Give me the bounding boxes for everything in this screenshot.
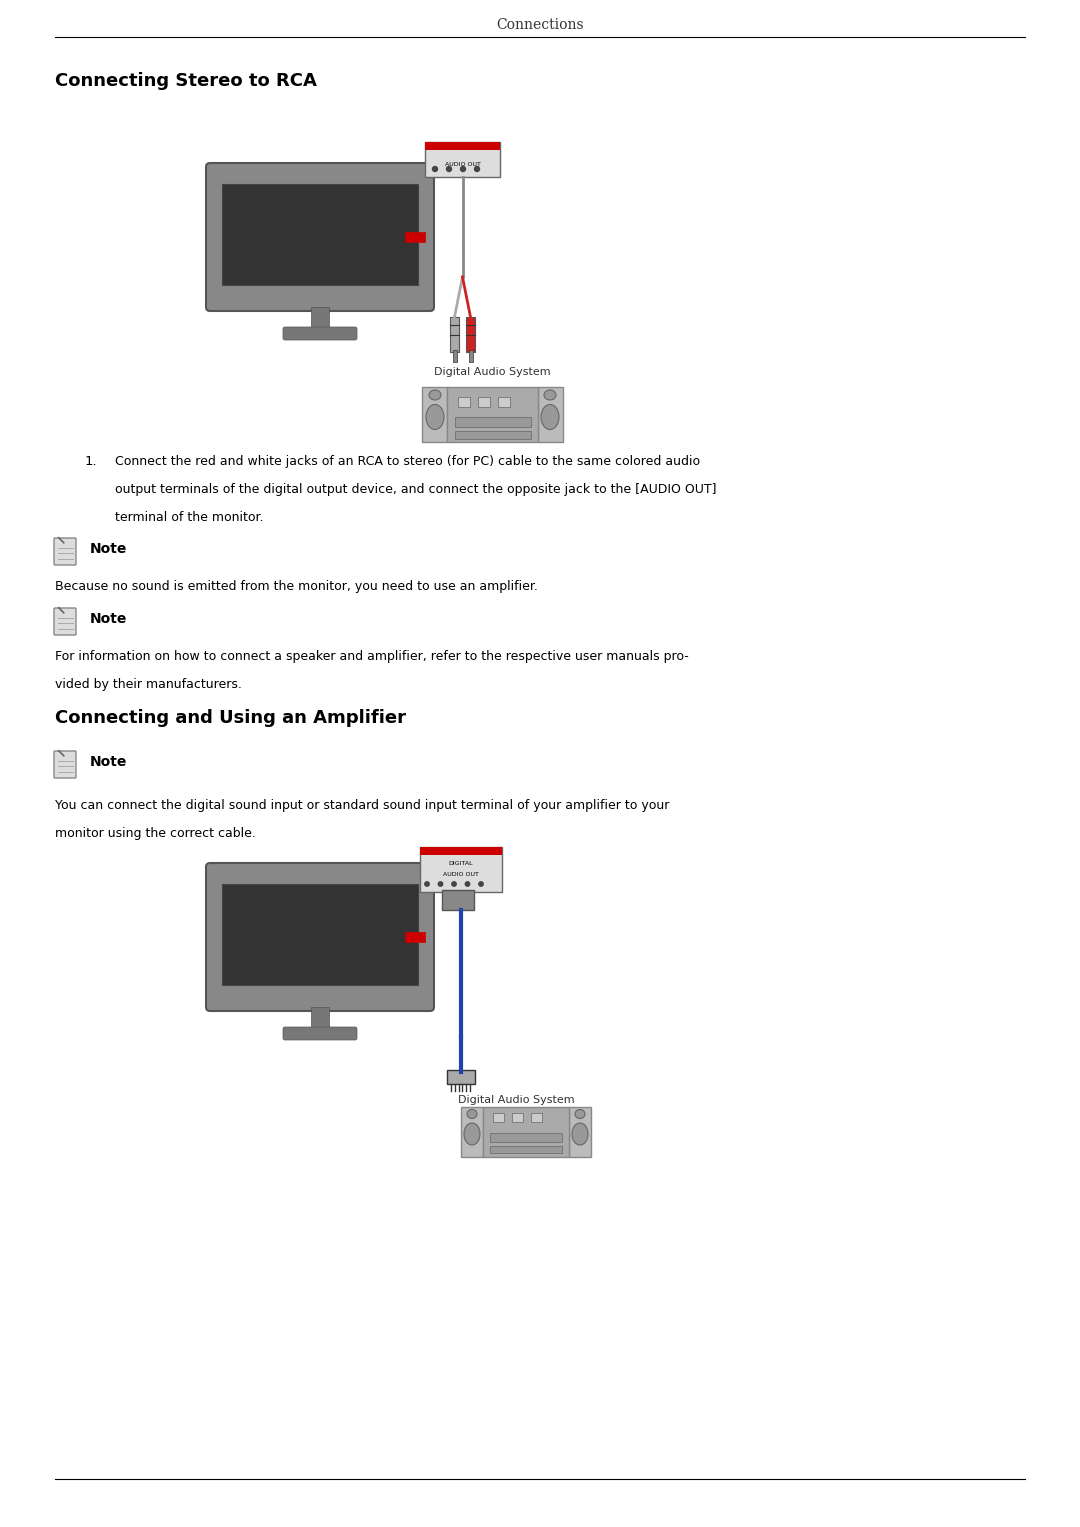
Ellipse shape	[426, 405, 444, 429]
Bar	[483, 1107, 569, 1157]
Ellipse shape	[575, 1110, 585, 1118]
Bar	[405, 232, 426, 241]
Text: monitor using the correct cable.: monitor using the correct cable.	[55, 828, 256, 840]
Bar	[469, 350, 473, 362]
Bar	[311, 1006, 329, 1029]
Ellipse shape	[544, 389, 556, 400]
Bar	[490, 1145, 562, 1153]
Bar	[453, 350, 457, 362]
Circle shape	[460, 166, 465, 171]
Circle shape	[465, 881, 470, 886]
Text: vided by their manufacturers.: vided by their manufacturers.	[55, 678, 242, 692]
Bar	[222, 183, 418, 286]
Bar	[405, 931, 426, 942]
Bar	[447, 1070, 475, 1084]
FancyBboxPatch shape	[206, 163, 434, 312]
Text: Note: Note	[90, 542, 127, 556]
Text: For information on how to connect a speaker and amplifier, refer to the respecti: For information on how to connect a spea…	[55, 651, 689, 663]
Bar	[420, 847, 502, 855]
Circle shape	[438, 881, 443, 886]
Bar	[531, 1113, 542, 1122]
Bar	[222, 884, 418, 985]
Circle shape	[432, 166, 437, 171]
Text: DIGITAL: DIGITAL	[448, 861, 473, 866]
Circle shape	[474, 166, 480, 171]
Bar	[426, 142, 500, 177]
Bar	[490, 1133, 562, 1142]
FancyBboxPatch shape	[54, 538, 76, 565]
Bar	[311, 307, 329, 328]
Ellipse shape	[429, 389, 441, 400]
Bar	[492, 1113, 504, 1122]
Circle shape	[424, 881, 429, 886]
FancyBboxPatch shape	[283, 1028, 357, 1040]
Circle shape	[451, 881, 456, 886]
Bar	[569, 1107, 591, 1157]
Text: Digital Audio System: Digital Audio System	[458, 1095, 575, 1106]
Bar	[461, 1107, 483, 1157]
Bar	[442, 890, 474, 910]
Ellipse shape	[541, 405, 559, 429]
Circle shape	[446, 166, 451, 171]
Bar	[477, 397, 489, 408]
FancyBboxPatch shape	[54, 751, 76, 777]
Bar	[512, 1113, 523, 1122]
Bar	[426, 142, 500, 150]
FancyBboxPatch shape	[54, 608, 76, 635]
Text: Connect the red and white jacks of an RCA to stereo (for PC) cable to the same c: Connect the red and white jacks of an RC…	[114, 455, 700, 467]
Bar	[458, 397, 470, 408]
Ellipse shape	[572, 1122, 588, 1145]
Text: Connections: Connections	[496, 18, 584, 32]
Bar	[538, 386, 563, 441]
Text: You can connect the digital sound input or standard sound input terminal of your: You can connect the digital sound input …	[55, 799, 670, 812]
FancyBboxPatch shape	[206, 863, 434, 1011]
Text: Connecting and Using an Amplifier: Connecting and Using an Amplifier	[55, 709, 406, 727]
Bar	[498, 397, 510, 408]
Circle shape	[478, 881, 483, 886]
Text: Note: Note	[90, 754, 127, 770]
Bar	[447, 386, 538, 441]
Text: 1.: 1.	[85, 455, 97, 467]
Text: AUDIO OUT: AUDIO OUT	[443, 872, 478, 876]
Text: Because no sound is emitted from the monitor, you need to use an amplifier.: Because no sound is emitted from the mon…	[55, 580, 538, 592]
Bar	[455, 417, 530, 428]
Bar	[450, 318, 459, 353]
Bar	[455, 431, 530, 438]
Text: Connecting Stereo to RCA: Connecting Stereo to RCA	[55, 72, 316, 90]
Text: AUDIO OUT: AUDIO OUT	[445, 162, 481, 168]
Text: output terminals of the digital output device, and connect the opposite jack to : output terminals of the digital output d…	[114, 483, 716, 496]
Bar	[422, 386, 447, 441]
FancyBboxPatch shape	[283, 327, 357, 341]
Ellipse shape	[464, 1122, 480, 1145]
Text: terminal of the monitor.: terminal of the monitor.	[114, 512, 264, 524]
Bar	[465, 318, 475, 353]
Ellipse shape	[467, 1110, 477, 1118]
Text: Note: Note	[90, 612, 127, 626]
Text: Digital Audio System: Digital Audio System	[434, 366, 551, 377]
Bar	[420, 847, 502, 892]
